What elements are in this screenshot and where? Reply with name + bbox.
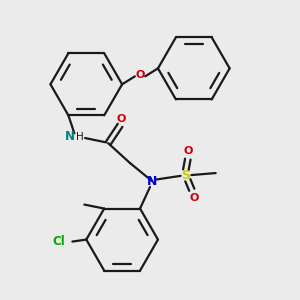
Text: O: O [116,114,126,124]
Text: N: N [65,130,75,143]
Text: S: S [181,169,190,182]
Text: H: H [76,132,84,142]
Text: O: O [183,146,193,156]
Text: N: N [147,175,157,188]
Text: O: O [189,193,199,203]
Text: Cl: Cl [53,235,66,248]
Text: O: O [135,70,145,80]
